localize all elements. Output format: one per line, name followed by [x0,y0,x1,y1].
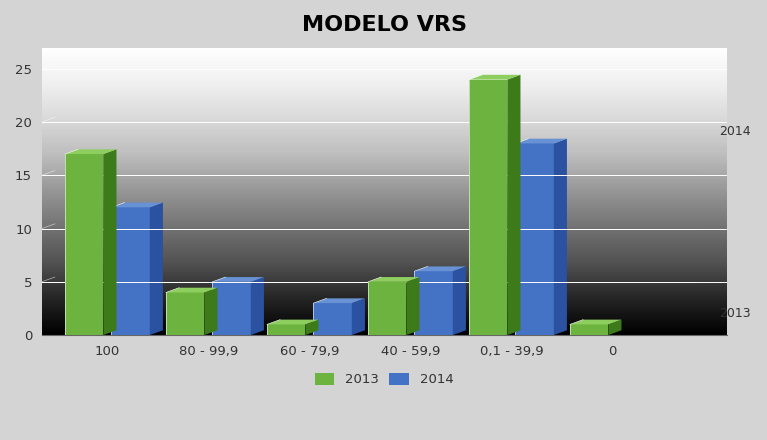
Polygon shape [65,149,117,154]
Title: MODELO VRS: MODELO VRS [301,15,466,35]
Bar [212,282,251,335]
Bar [111,207,150,335]
Bar [469,80,507,335]
Bar [166,293,204,335]
Polygon shape [111,202,163,207]
Polygon shape [570,319,621,324]
Bar [515,143,554,335]
Polygon shape [314,298,365,303]
Polygon shape [212,277,264,282]
Polygon shape [352,298,365,335]
Bar [414,271,453,335]
Bar [267,324,305,335]
Polygon shape [515,139,567,143]
Polygon shape [267,319,318,324]
Bar [65,154,104,335]
Polygon shape [507,75,521,335]
Polygon shape [368,277,420,282]
Polygon shape [150,202,163,335]
Polygon shape [469,75,521,80]
Polygon shape [305,319,318,335]
Text: 2013: 2013 [719,307,751,319]
Polygon shape [104,149,117,335]
Polygon shape [166,288,218,293]
Polygon shape [608,319,621,335]
Bar [368,282,407,335]
Legend: 2013, 2014: 2013, 2014 [309,368,459,392]
Text: 2014: 2014 [719,125,751,138]
Polygon shape [414,266,466,271]
Bar [314,303,352,335]
Bar [570,324,608,335]
Polygon shape [251,277,264,335]
Polygon shape [453,266,466,335]
Polygon shape [554,139,567,335]
Polygon shape [407,277,420,335]
Polygon shape [204,288,218,335]
